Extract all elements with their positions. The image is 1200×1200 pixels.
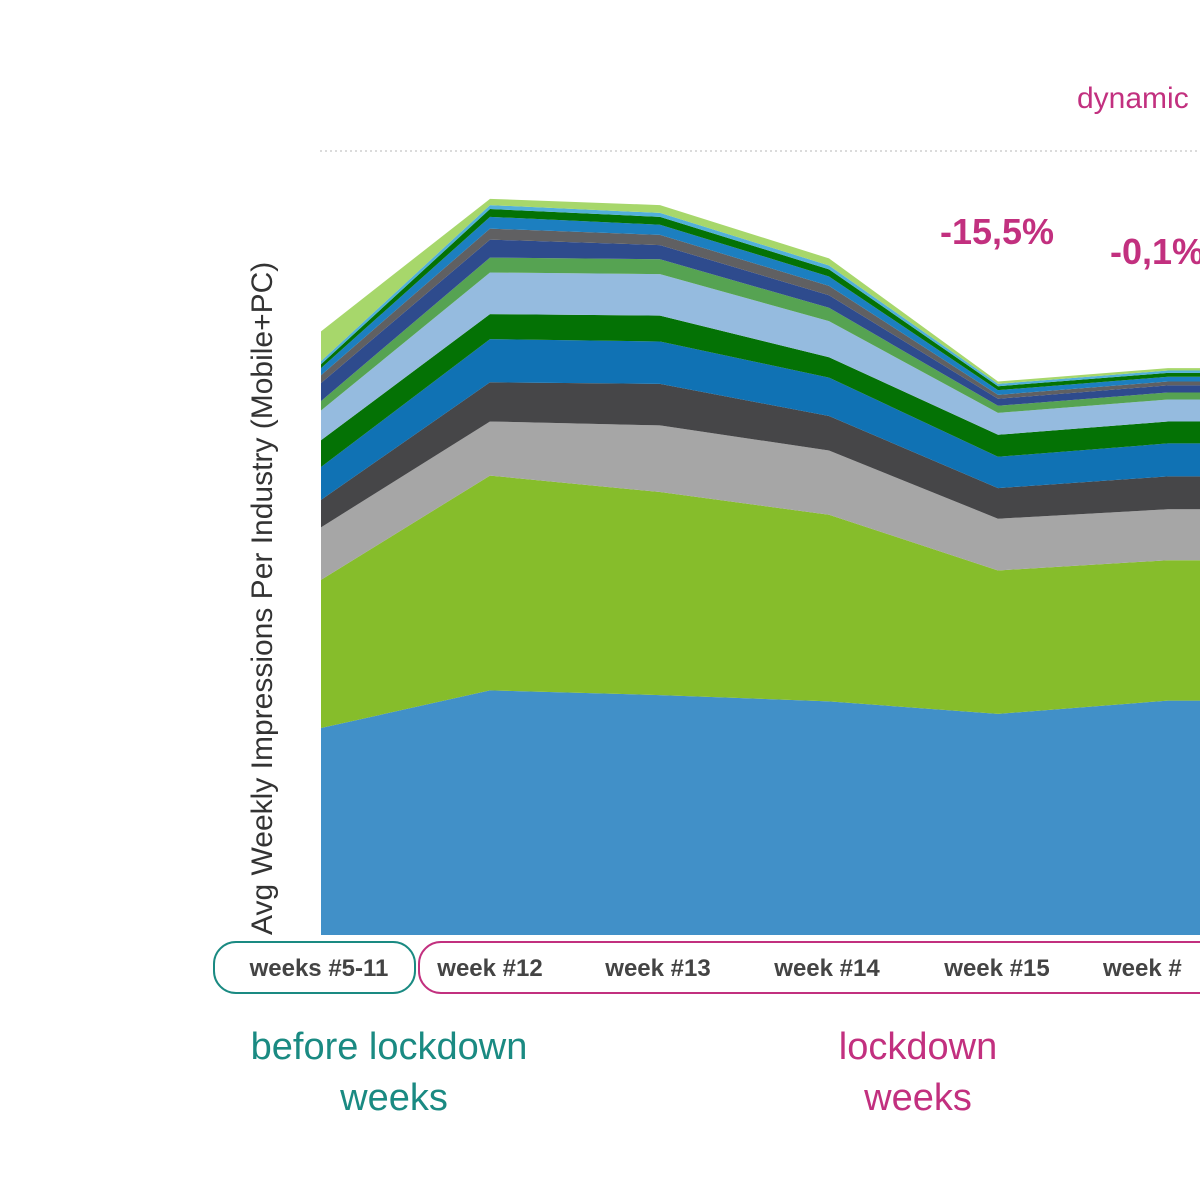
lockdown-label: lockdown [839, 1026, 997, 1068]
x-tick-label: week #12 [436, 955, 542, 982]
x-tick-label: week #13 [604, 955, 710, 982]
percent-change-annotation: -0,1% [1110, 231, 1200, 272]
area-series-1 [321, 690, 1200, 935]
percent-change-annotation: -15,5% [940, 211, 1054, 252]
x-tick-label: week # [1102, 955, 1182, 982]
before-lockdown-label-line2: weeks [339, 1077, 448, 1119]
x-tick-labels: weeks #5-11 week #12 week #13 week #14 week … [249, 955, 1182, 982]
lockdown-bracket [418, 941, 1200, 994]
area-series-5 [321, 339, 1200, 500]
x-tick-label: weeks #5-11 [249, 955, 389, 982]
area-series-group [321, 198, 1200, 935]
dynamic-legend-text: dynamic [1077, 82, 1189, 115]
before-lockdown-bracket [213, 941, 416, 994]
y-axis-label: Avg Weekly Impressions Per Industry (Mob… [246, 262, 279, 935]
area-series-2 [321, 475, 1200, 729]
area-series-7 [321, 272, 1200, 441]
area-series-4 [321, 382, 1200, 528]
x-tick-label: week #15 [943, 955, 1049, 982]
area-series-3 [321, 421, 1200, 580]
area-series-6 [321, 314, 1200, 467]
before-lockdown-label: before lockdown [251, 1026, 528, 1068]
x-tick-label: week #14 [773, 955, 880, 982]
area-series-8 [321, 257, 1200, 413]
lockdown-label-line2: weeks [863, 1077, 972, 1119]
